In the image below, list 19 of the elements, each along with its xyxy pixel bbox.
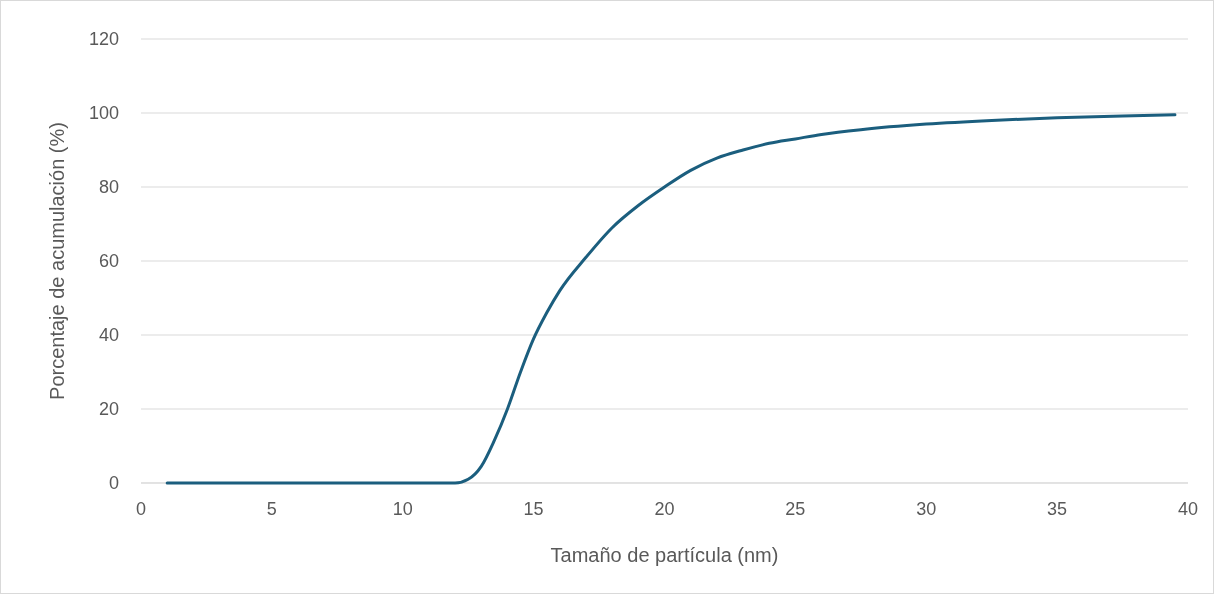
x-tick-label: 20 (654, 499, 675, 519)
x-tick-label: 15 (523, 499, 544, 519)
x-tick-label: 0 (135, 499, 147, 519)
y-tick-label: 0 (108, 473, 119, 494)
y-tick-label: 80 (98, 177, 119, 198)
x-tick-label: 30 (916, 499, 937, 519)
y-tick-label: 20 (98, 399, 119, 420)
x-tick-label: 10 (392, 499, 413, 519)
y-tick-label: 60 (98, 251, 119, 272)
y-axis-title: Porcentaje de acumulación (%) (46, 122, 68, 400)
y-tick-label: 120 (88, 29, 119, 50)
line-series (165, 113, 1177, 485)
x-axis-title: Tamaño de partícula (nm) (550, 544, 779, 566)
x-tick-label: 5 (266, 499, 277, 519)
y-tick-label: 40 (98, 325, 119, 346)
x-tick-label: 35 (1047, 499, 1068, 519)
y-tick-label: 100 (88, 103, 119, 124)
x-tick-label: 25 (785, 499, 806, 519)
x-tick-label: 40 (1177, 499, 1199, 519)
